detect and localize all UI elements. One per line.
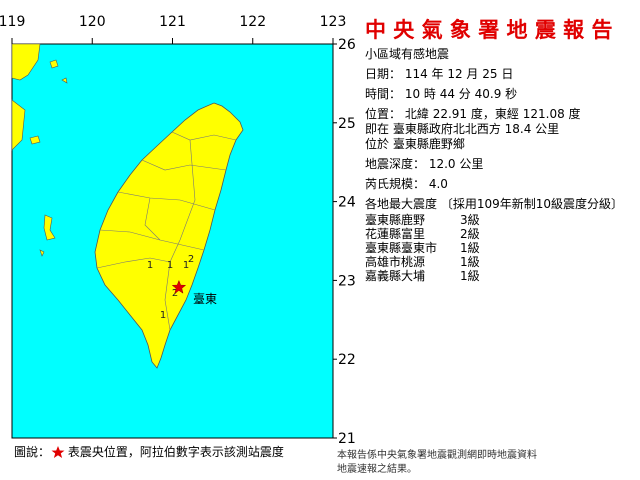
- border: [169, 139, 196, 263]
- station-intensity: 2: [172, 288, 178, 299]
- lon-tick-label: 122: [239, 14, 266, 30]
- station-intensity: 2: [188, 254, 194, 265]
- epicenter: [171, 279, 187, 294]
- report-relative: 即在 臺東縣政府北北西方 18.4 公里: [365, 121, 559, 136]
- report-district: 位於 臺東縣鹿野鄉: [365, 136, 465, 151]
- station-name: 嘉義縣大埔: [365, 268, 425, 283]
- report-kind: 小區域有感地震: [365, 46, 449, 61]
- lon-tick-label: 119: [0, 14, 25, 30]
- lon-tick-label: 120: [79, 14, 106, 30]
- legend: 圖說： 表震央位置，阿拉伯數字表示該測站震度: [14, 444, 284, 459]
- report-date: 日期： 114 年 12 月 25 日: [365, 67, 513, 81]
- station-name: 臺東縣臺東市: [365, 240, 437, 255]
- lat-tick-label: 22: [338, 352, 356, 368]
- border: [99, 229, 205, 251]
- station-level: 1級: [460, 269, 480, 283]
- legend-star: [51, 446, 65, 458]
- footer-line: 本報告係中央氣象署地震觀測網即時地震資料: [337, 448, 537, 461]
- lat-tick-label: 25: [338, 116, 356, 132]
- station-intensity: 1: [147, 260, 153, 271]
- matsu: [49, 59, 59, 69]
- report-time: 時間： 10 時 44 分 40.9 秒: [365, 87, 517, 101]
- border: [96, 257, 171, 269]
- station-name: 臺東縣鹿野: [365, 212, 425, 227]
- islet: [39, 249, 45, 257]
- station-level: 1級: [460, 241, 480, 255]
- border: [117, 191, 216, 211]
- lon-tick-label: 123: [320, 14, 347, 30]
- report-title: 中 央 氣 象 署 地 震 報 告: [365, 18, 613, 42]
- station-level: 3級: [460, 213, 480, 227]
- report-depth: 地震深度： 12.0 公里: [365, 156, 483, 171]
- legend-prefix: 圖說：: [14, 444, 50, 459]
- place-label: 臺東: [193, 291, 217, 306]
- report-location: 位置： 北緯 22.91 度，東經 121.08 度: [365, 106, 581, 121]
- county-borders: [96, 131, 237, 331]
- lat-tick-label: 21: [338, 431, 356, 447]
- lon: 121.08: [523, 107, 565, 121]
- footer-line: 地震速報之結果。: [337, 462, 417, 475]
- legend-text: 表震央位置，阿拉伯數字表示該測站震度: [68, 444, 284, 459]
- station-intensity: 1: [167, 260, 173, 271]
- station-level: 2級: [460, 227, 480, 241]
- lat-tick-label: 26: [338, 37, 356, 53]
- intensity-heading: 各地最大震度 〔採用109年新制10級震度分級〕: [365, 196, 623, 211]
- lon-tick-label: 121: [159, 14, 186, 30]
- lat-text: 北緯: [405, 106, 429, 121]
- lat: 22.91: [433, 107, 467, 121]
- lat-tick-label: 23: [338, 273, 356, 289]
- mainland-coast: [11, 99, 26, 151]
- taiwan: [94, 102, 244, 369]
- mainland-coast: [11, 43, 41, 81]
- border: [144, 197, 161, 241]
- station-name: 高雄市桃源: [365, 254, 425, 269]
- islands: [11, 43, 68, 257]
- station-intensity: 1: [160, 310, 166, 321]
- islet: [61, 77, 68, 84]
- station-level: 1級: [460, 255, 480, 269]
- report-magnitude: 芮氏規模： 4.0: [365, 176, 448, 191]
- label: 位置：: [365, 106, 401, 121]
- lat-tick-label: 24: [338, 195, 356, 211]
- station-name: 花蓮縣富里: [365, 226, 425, 241]
- border: [171, 131, 237, 141]
- station-intensity: 1: [183, 260, 189, 271]
- border: [141, 159, 227, 171]
- mid: 度，東經: [471, 106, 519, 121]
- unit: 度: [569, 106, 581, 121]
- kinmen: [29, 135, 41, 145]
- penghu: [43, 214, 56, 241]
- border: [164, 261, 171, 331]
